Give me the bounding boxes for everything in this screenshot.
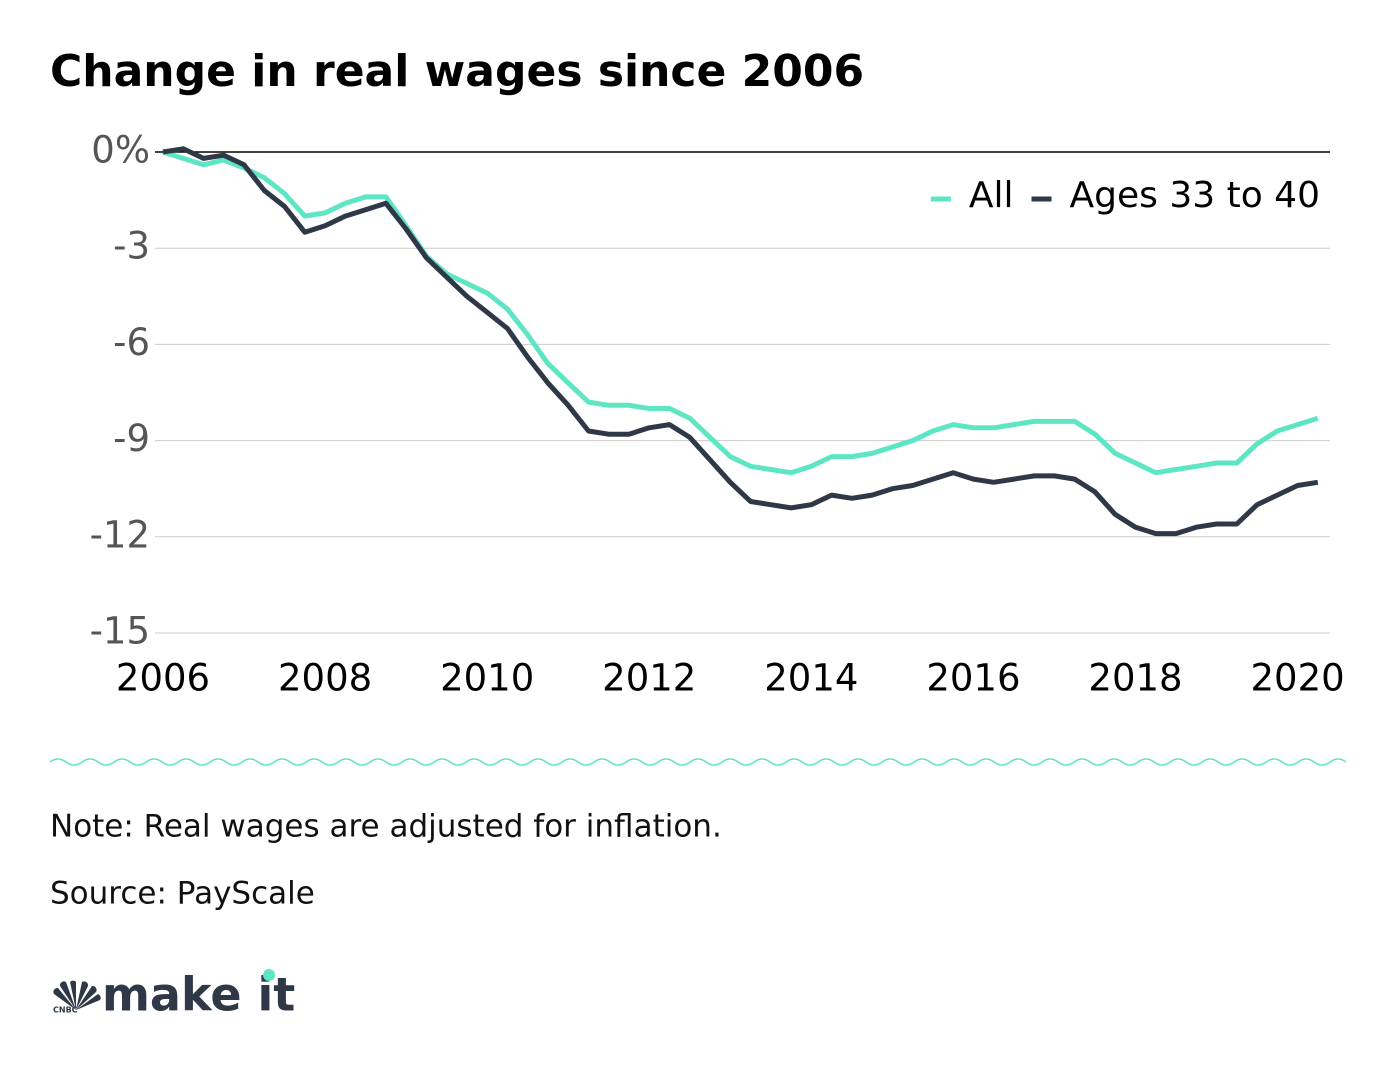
x-tick-label: 2012 (602, 657, 696, 700)
y-tick-label: 0% (91, 129, 150, 172)
chart-title: Change in real wages since 2006 (50, 46, 864, 97)
legend-label: All (969, 175, 1014, 216)
y-tick-label: -12 (90, 513, 150, 556)
peacock-icon (53, 980, 101, 1010)
x-tick-label: 2010 (440, 657, 534, 700)
source: Source: PayScale (50, 876, 315, 912)
x-tick-label: 2016 (926, 657, 1020, 700)
y-tick-label: -9 (113, 417, 150, 460)
legend-label: Ages 33 to 40 (1070, 175, 1320, 216)
divider (49, 758, 1347, 766)
x-tick-label: 2014 (764, 657, 858, 700)
x-tick-label: 2020 (1250, 657, 1344, 700)
brand-name: make it (102, 968, 295, 1022)
logo-dot (263, 969, 275, 981)
legend: Ages 33 to 40 All (930, 175, 1320, 216)
x-tick-label: 2018 (1088, 657, 1182, 700)
network-label: CNBC (53, 1006, 78, 1015)
logo: CNBC make it (53, 968, 295, 1022)
x-tick-label: 2006 (116, 657, 210, 700)
y-tick-label: -3 (113, 225, 150, 268)
note: Note: Real wages are adjusted for inflat… (50, 809, 722, 845)
y-tick-label: -6 (113, 321, 150, 364)
series-line (162, 149, 1319, 476)
x-tick-label: 2008 (278, 657, 372, 700)
y-tick-label: -15 (90, 610, 150, 653)
series-line (162, 146, 1319, 537)
